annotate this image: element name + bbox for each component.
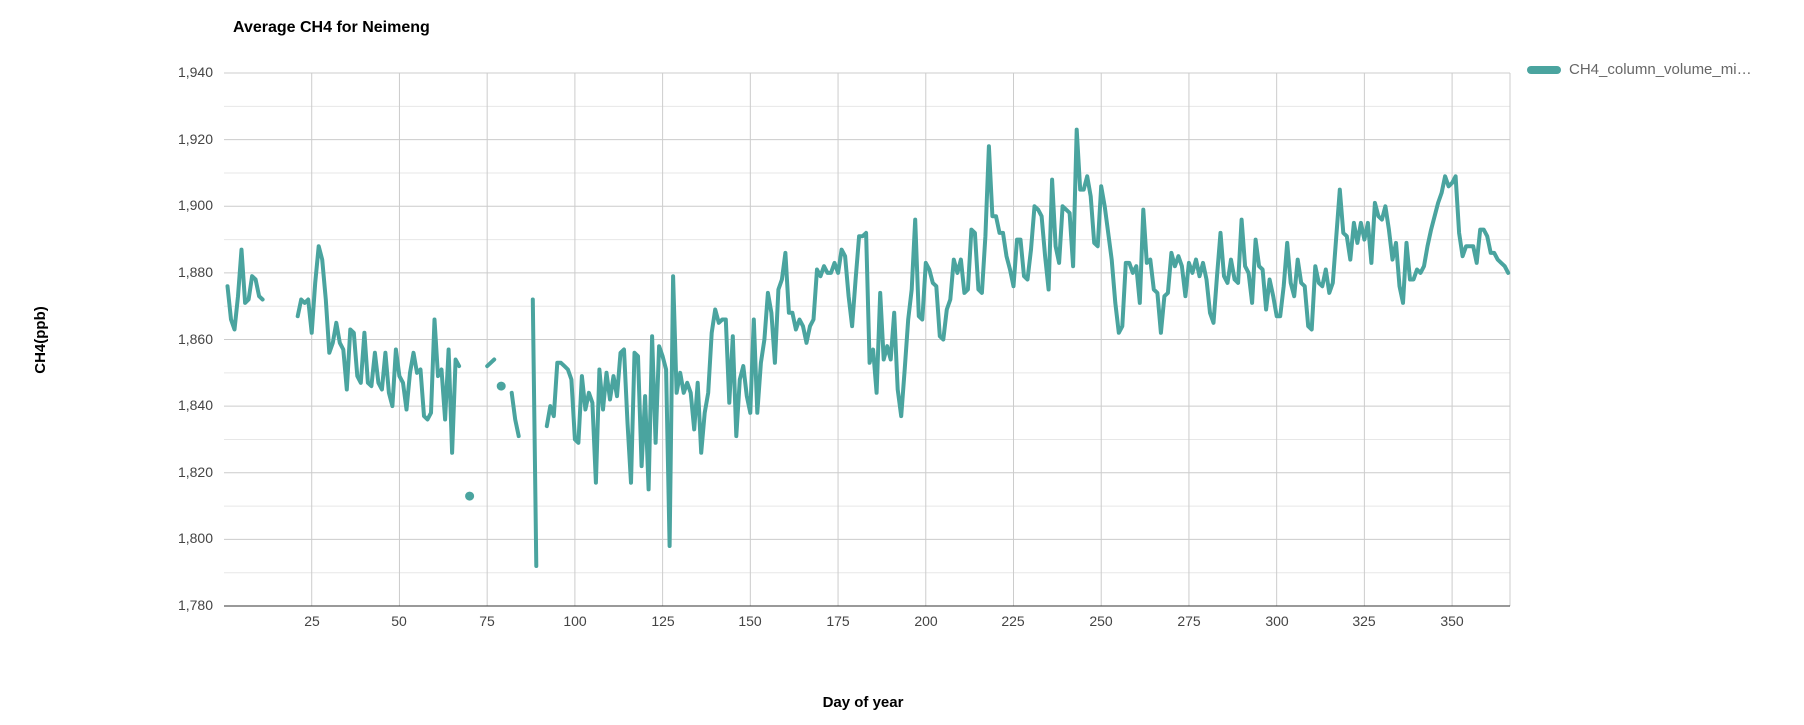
legend: CH4_column_volume_mi… bbox=[1527, 61, 1752, 78]
y-tick-label: 1,940 bbox=[177, 64, 213, 80]
y-tick-label: 1,860 bbox=[177, 331, 213, 347]
x-tick-label: 175 bbox=[826, 613, 850, 629]
y-tick-label: 1,820 bbox=[177, 464, 213, 480]
x-tick-label: 200 bbox=[914, 613, 938, 629]
x-tick-label: 125 bbox=[651, 613, 675, 629]
x-tick-label: 25 bbox=[304, 613, 320, 629]
series-color-swatch-icon bbox=[1527, 65, 1561, 74]
x-axis-title: Day of year bbox=[822, 694, 904, 711]
chart-title: Average CH4 for Neimeng bbox=[233, 19, 430, 36]
legend-series-label[interactable]: CH4_column_volume_mi… bbox=[1569, 61, 1752, 78]
x-tick-label: 150 bbox=[738, 613, 762, 629]
x-tick-label: 275 bbox=[1177, 613, 1201, 629]
x-tick-label: 250 bbox=[1089, 613, 1113, 629]
x-tick-label: 75 bbox=[479, 613, 495, 629]
x-tick-label: 325 bbox=[1352, 613, 1376, 629]
x-tick-label: 350 bbox=[1440, 613, 1464, 629]
x-tick-label: 50 bbox=[391, 613, 407, 629]
y-tick-label: 1,780 bbox=[177, 597, 213, 613]
y-tick-label: 1,840 bbox=[177, 397, 213, 413]
y-tick-label: 1,900 bbox=[177, 197, 213, 213]
x-tick-label: 100 bbox=[563, 613, 587, 629]
x-tick-label: 225 bbox=[1001, 613, 1025, 629]
x-tick-label: 300 bbox=[1265, 613, 1289, 629]
y-tick-label: 1,800 bbox=[177, 530, 213, 546]
y-tick-label: 1,920 bbox=[177, 131, 213, 147]
y-tick-label: 1,880 bbox=[177, 264, 213, 280]
